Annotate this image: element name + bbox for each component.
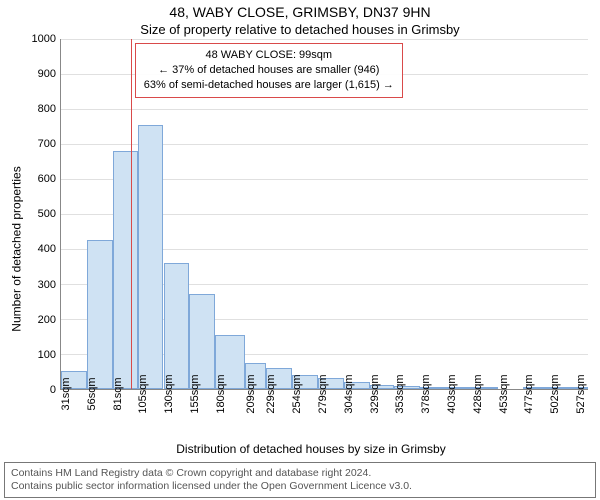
x-tick-label: 155sqm — [189, 374, 201, 413]
title-label: 48, WABY CLOSE, GRIMSBY, DN37 9HN — [0, 4, 600, 20]
x-tick-label: 180sqm — [215, 374, 227, 413]
x-tick-label: 453sqm — [498, 374, 510, 413]
x-tick-label: 304sqm — [343, 374, 355, 413]
subtitle-label: Size of property relative to detached ho… — [0, 22, 600, 37]
annotation-box: 48 WABY CLOSE: 99sqm ← 37% of detached h… — [135, 43, 403, 98]
annotation-line1: 48 WABY CLOSE: 99sqm — [144, 48, 394, 63]
x-tick-label: 403sqm — [446, 374, 458, 413]
x-tick-label: 353sqm — [394, 374, 406, 413]
y-tick-label: 900 — [38, 68, 56, 80]
y-tick-label: 200 — [38, 314, 56, 326]
y-tick-label: 1000 — [32, 33, 56, 45]
x-tick-label: 428sqm — [472, 374, 484, 413]
chart-container: 48, WABY CLOSE, GRIMSBY, DN37 9HN Size o… — [0, 0, 600, 500]
x-tick-label: 378sqm — [420, 374, 432, 413]
footer-line1: Contains HM Land Registry data © Crown c… — [11, 467, 589, 480]
x-tick-label: 209sqm — [245, 374, 257, 413]
y-tick-label: 500 — [38, 208, 56, 220]
y-tick-label: 0 — [50, 384, 56, 396]
x-tick-label: 229sqm — [265, 374, 277, 413]
x-tick-label: 477sqm — [523, 374, 535, 413]
x-tick-label: 130sqm — [163, 374, 175, 413]
y-tick-label: 100 — [38, 349, 56, 361]
histogram-bar — [87, 240, 113, 389]
x-tick-label: 502sqm — [549, 374, 561, 413]
x-tick-label: 56sqm — [86, 377, 98, 410]
histogram-bar — [113, 151, 138, 389]
gridline — [61, 39, 588, 40]
histogram-bar — [164, 263, 190, 389]
x-tick-label: 81sqm — [112, 377, 124, 410]
plot-area: 48 WABY CLOSE: 99sqm ← 37% of detached h… — [60, 39, 588, 390]
y-tick-label: 600 — [38, 173, 56, 185]
x-ticks: 31sqm56sqm81sqm105sqm130sqm155sqm180sqm2… — [60, 390, 588, 442]
y-tick-label: 700 — [38, 138, 56, 150]
y-ticks: 01002003004005006007008009001000 — [22, 39, 60, 390]
plot-row: 01002003004005006007008009001000 48 WABY… — [22, 39, 600, 390]
annotation-line2: ← 37% of detached houses are smaller (94… — [144, 63, 394, 78]
footer-line2: Contains public sector information licen… — [11, 480, 589, 493]
x-tick-label: 329sqm — [369, 374, 381, 413]
histogram-bar — [138, 125, 164, 389]
x-tick-label: 31sqm — [60, 377, 72, 410]
x-tick-label: 254sqm — [291, 374, 303, 413]
marker-line — [131, 39, 132, 389]
y-tick-label: 300 — [38, 279, 56, 291]
x-tick-label: 279sqm — [317, 374, 329, 413]
footer-box: Contains HM Land Registry data © Crown c… — [4, 462, 596, 498]
chart-wrap: Number of detached properties 0 100 200 300… — [0, 39, 600, 460]
plot-outer: 01002003004005006007008009001000 48 WABY… — [22, 39, 600, 460]
ylabel-wrap: Number of detached properties — [0, 39, 22, 460]
y-tick-label: 800 — [38, 103, 56, 115]
x-axis-label: Distribution of detached houses by size … — [22, 442, 600, 456]
annotation-line3: 63% of semi-detached houses are larger (… — [144, 78, 394, 93]
y-tick-label: 400 — [38, 243, 56, 255]
x-tick-label: 105sqm — [137, 374, 149, 413]
gridline — [61, 109, 588, 110]
x-tick-label: 527sqm — [575, 374, 587, 413]
